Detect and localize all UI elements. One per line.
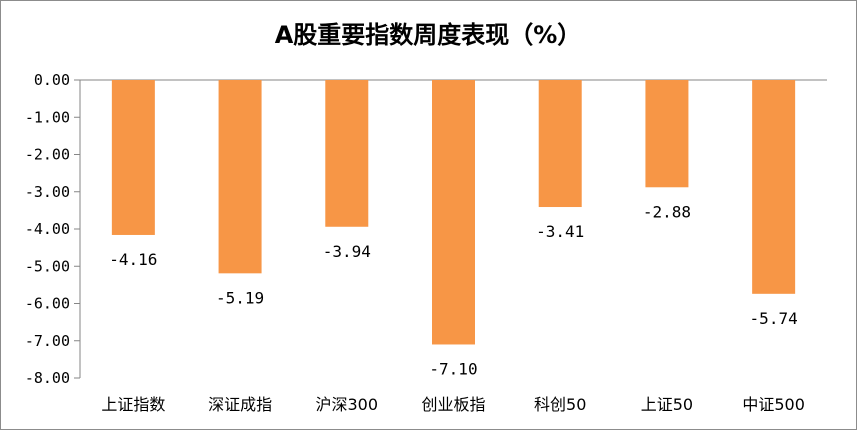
data-label: -4.16 xyxy=(109,250,157,269)
x-tick-label: 中证500 xyxy=(742,395,805,414)
bar xyxy=(218,80,262,274)
x-tick-label: 上证50 xyxy=(641,395,693,414)
bar xyxy=(538,80,582,208)
x-tick-label: 创业板指 xyxy=(421,395,485,414)
y-tick-label: -1.00 xyxy=(25,108,70,126)
bar xyxy=(432,80,475,345)
y-tick-label: 0.00 xyxy=(34,71,70,89)
bar xyxy=(111,80,155,235)
data-label: -3.41 xyxy=(536,222,584,241)
data-label: -5.19 xyxy=(216,288,264,307)
y-tick-label: -5.00 xyxy=(25,257,70,275)
chart-title: A股重要指数周度表现（%） xyxy=(275,21,582,49)
y-tick-label: -6.00 xyxy=(25,295,70,313)
bar xyxy=(752,80,796,294)
data-label: -5.74 xyxy=(750,309,798,328)
data-label: -2.88 xyxy=(643,202,691,221)
x-tick-label: 沪深300 xyxy=(316,395,379,414)
x-tick-label: 深证成指 xyxy=(208,395,272,414)
bar xyxy=(645,80,689,188)
data-label: -7.10 xyxy=(429,359,477,378)
plot-area: 0.00 -1.00 -2.00 -3.00 -4.00 -5.00 -6.00 -7.00 -… xyxy=(25,71,827,414)
x-tick-label: 上证指数 xyxy=(101,395,165,414)
x-tick-label: 科创50 xyxy=(534,395,586,414)
y-tick-label: -3.00 xyxy=(25,183,70,201)
y-tick-label: -4.00 xyxy=(25,220,70,238)
data-label: -3.94 xyxy=(323,242,371,261)
bar xyxy=(325,80,369,227)
y-tick-label: -2.00 xyxy=(25,146,70,164)
y-tick-label: -8.00 xyxy=(25,369,70,387)
y-tick-label: -7.00 xyxy=(25,332,70,350)
